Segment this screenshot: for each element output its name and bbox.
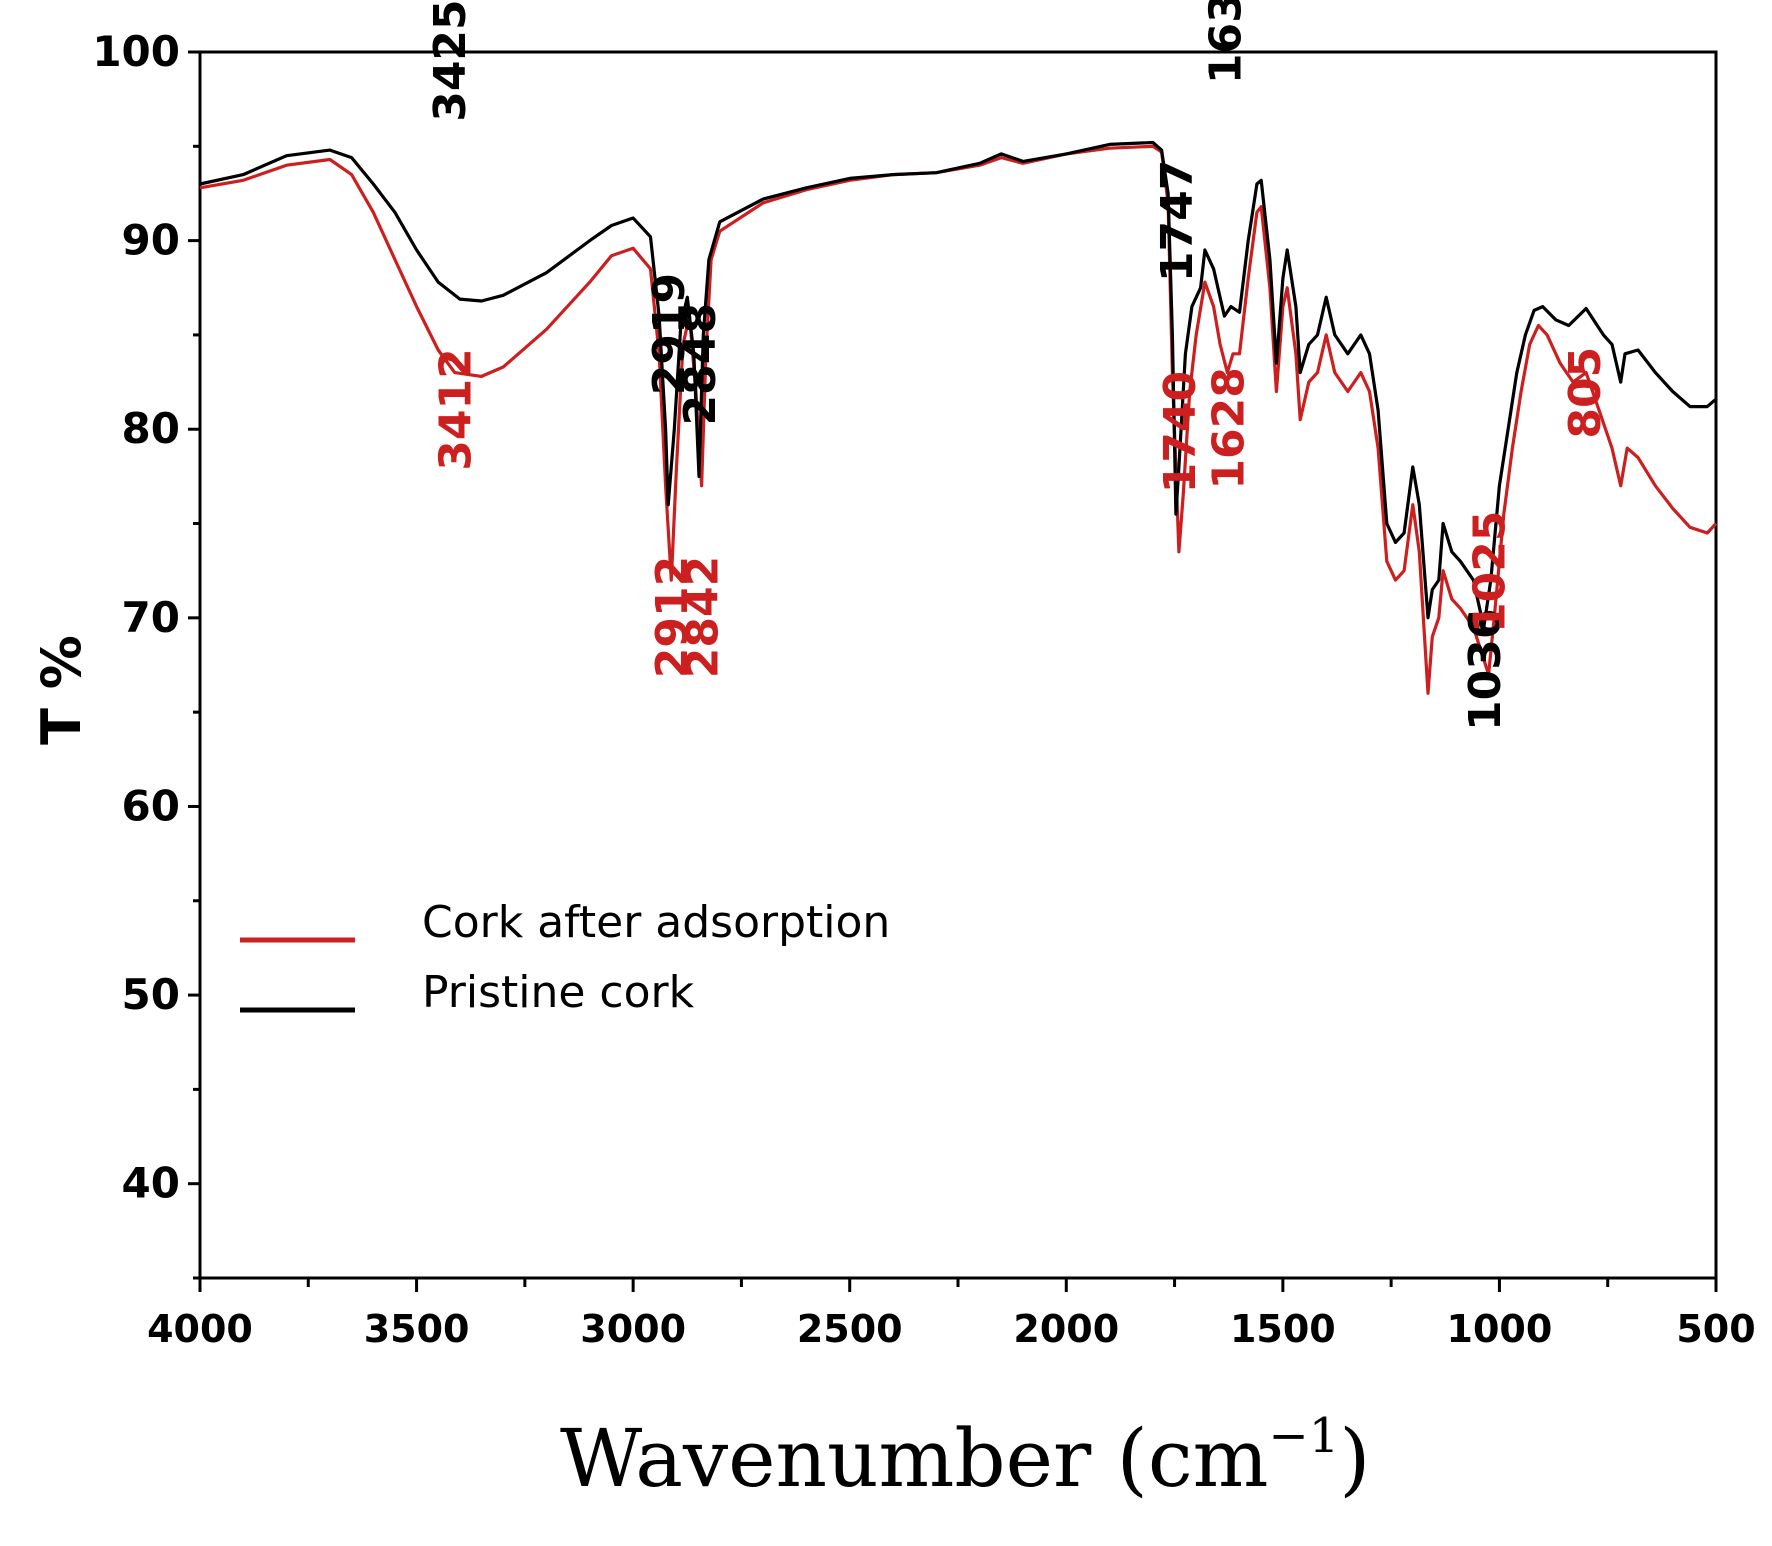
peak-label: 1036 bbox=[1460, 609, 1511, 731]
legend-label: Pristine cork bbox=[422, 967, 695, 1018]
peak-label: 2848 bbox=[675, 303, 726, 425]
peak-label: 2919 bbox=[644, 273, 695, 395]
series-line-cork-after-adsorption bbox=[199, 144, 1718, 695]
peak-label: 1025 bbox=[1465, 510, 1516, 632]
y-axis-label: T % bbox=[30, 635, 93, 745]
x-tick-label: 1000 bbox=[1447, 1307, 1553, 1351]
y-tick-label: 60 bbox=[122, 781, 180, 830]
x-axis-label-close: ) bbox=[1339, 1412, 1370, 1505]
peak-label: 1628 bbox=[1203, 367, 1254, 489]
peak-label: 3412 bbox=[431, 348, 482, 470]
axes-layer: 4000 3500 3000 2500 2000 1500 1000 500 100 90 80 70… bbox=[92, 27, 1755, 1351]
x-tick-label: 2000 bbox=[1013, 1307, 1119, 1351]
x-axis-label-exponent: −1 bbox=[1269, 1408, 1340, 1464]
y-tick-label: 100 bbox=[92, 27, 180, 76]
x-tick-label: 500 bbox=[1676, 1307, 1755, 1351]
legend: Cork after adsorption Pristine cork bbox=[240, 897, 890, 1018]
legend-label: Cork after adsorption bbox=[422, 897, 890, 948]
x-tick-label: 1500 bbox=[1230, 1307, 1336, 1351]
x-tick-label: 2500 bbox=[797, 1307, 903, 1351]
y-tick-label: 80 bbox=[122, 404, 180, 453]
peak-label: 2912 bbox=[647, 556, 698, 678]
peak-label: 805 bbox=[1560, 347, 1611, 439]
series-layer bbox=[199, 140, 1718, 695]
y-tick-label: 50 bbox=[122, 970, 180, 1019]
x-axis-label: Wavenumber (cm−1) bbox=[560, 1408, 1371, 1505]
y-tick-label: 70 bbox=[122, 593, 180, 642]
x-tick-label: 3000 bbox=[580, 1307, 686, 1351]
x-tick-label: 4000 bbox=[147, 1307, 253, 1351]
peak-label: 1635 bbox=[1200, 0, 1251, 84]
peak-label: 3425 bbox=[425, 0, 476, 122]
peak-label: 1740 bbox=[1155, 371, 1206, 493]
peak-label: 2842 bbox=[678, 556, 729, 678]
peak-label: 1747 bbox=[1152, 160, 1203, 282]
x-tick-label: 3500 bbox=[364, 1307, 470, 1351]
annotation-layer: 3425 3412 2919 2912 2848 2842 1747 1740 1635 1628… bbox=[425, 0, 1611, 731]
x-axis-label-main: Wavenumber (cm bbox=[560, 1412, 1269, 1505]
y-tick-label: 90 bbox=[122, 216, 180, 265]
series-line-pristine-cork bbox=[199, 140, 1718, 629]
y-tick-label: 40 bbox=[122, 1159, 180, 1208]
